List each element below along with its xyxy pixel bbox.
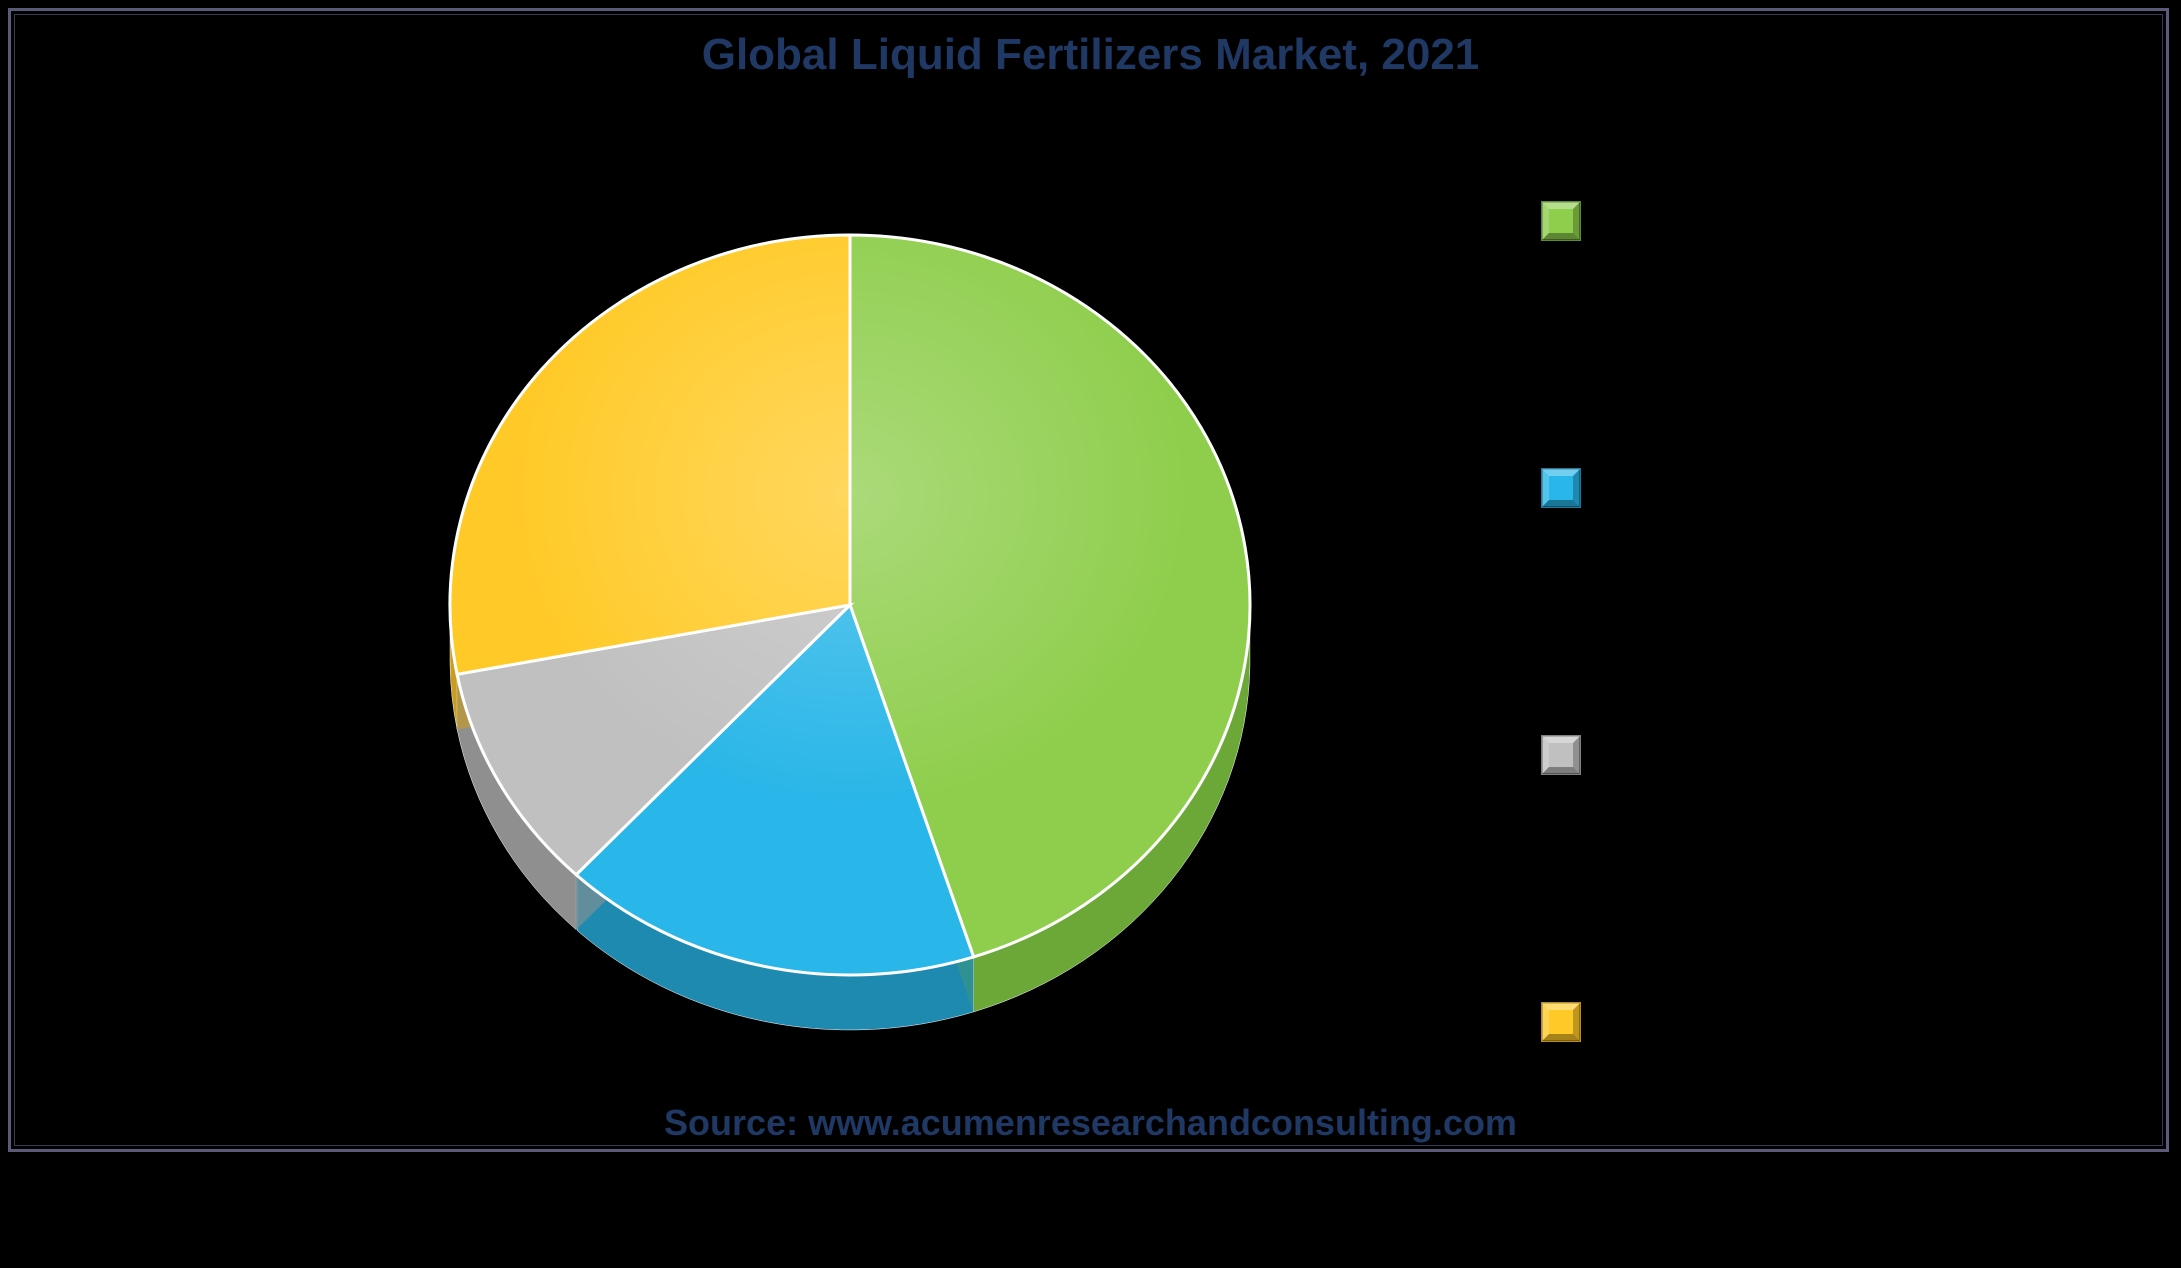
legend-swatch	[1540, 467, 1582, 509]
legend-item	[1540, 467, 2040, 509]
legend-swatch	[1540, 1001, 1582, 1043]
legend-item	[1540, 1001, 2040, 1043]
legend-item	[1540, 200, 2040, 242]
legend-item	[1540, 734, 2040, 776]
pie-chart	[400, 160, 1300, 1060]
legend-swatch	[1540, 734, 1582, 776]
source-text: Source: www.acumenresearchandconsulting.…	[0, 1102, 2181, 1144]
chart-title: Global Liquid Fertilizers Market, 2021	[0, 30, 2181, 80]
legend-swatch	[1540, 200, 1582, 242]
